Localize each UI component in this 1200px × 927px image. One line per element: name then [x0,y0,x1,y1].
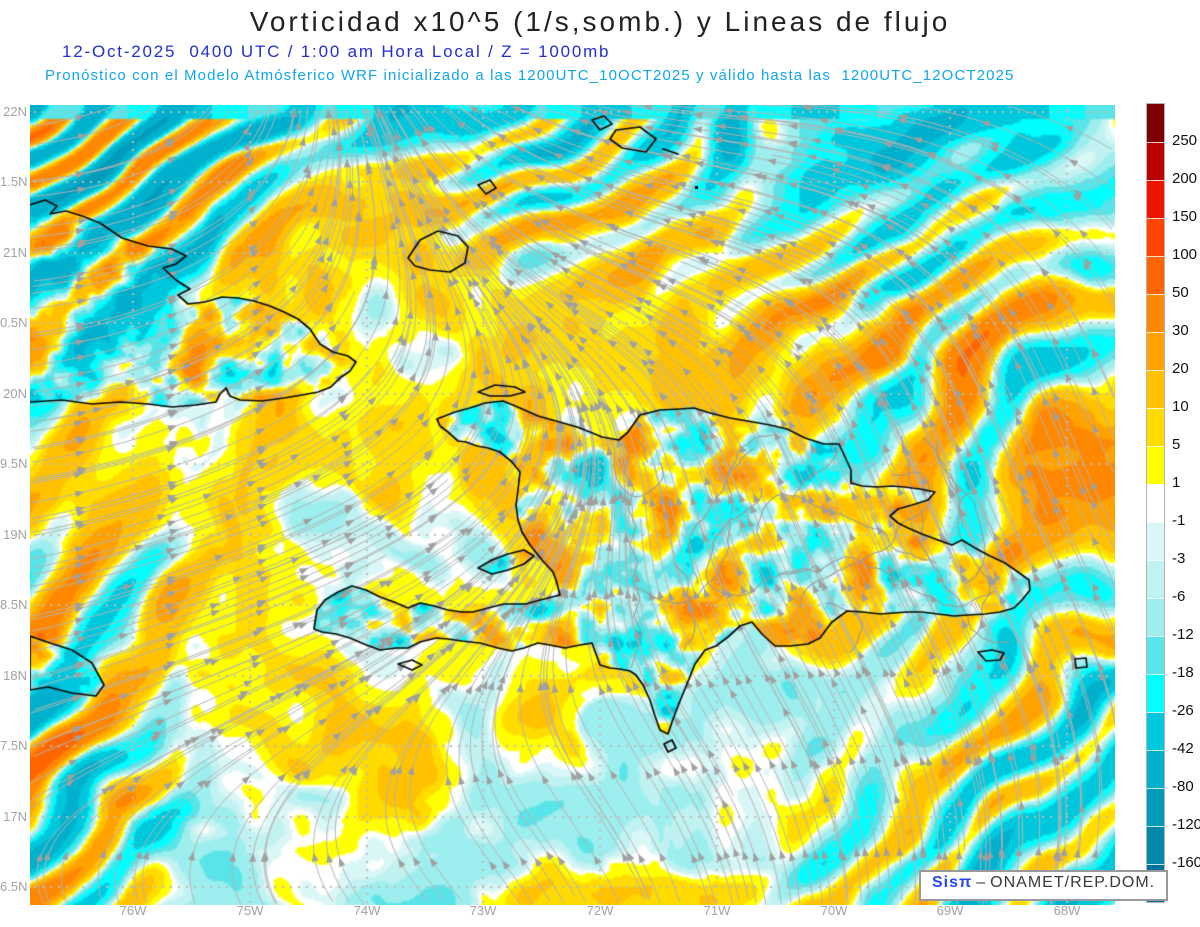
colorbar-segment [1147,674,1164,712]
colorbar-tick-label: 150 [1172,208,1198,225]
lat-tick-label: 9.5N [0,456,28,471]
lat-tick-label: 22N [3,104,27,119]
lon-tick-label: 72W [586,903,614,918]
watermark-separator: – [976,874,987,891]
lon-tick-label: 76W [119,903,147,918]
colorbar-segment [1147,180,1164,218]
lat-tick-label: 18N [3,668,27,683]
lon-tick-label: 73W [469,903,497,918]
lon-tick-label: 75W [236,903,264,918]
lat-tick-label: 17N [3,809,27,824]
colorbar-segment [1147,332,1164,370]
colorbar-tick-label: -26 [1172,702,1194,719]
vorticity-colorbar [1146,103,1165,903]
colorbar-tick-label: -1 [1172,512,1186,529]
colorbar-segment [1147,370,1164,408]
colorbar-tick-label: 1 [1172,474,1181,491]
colorbar-segment [1147,104,1164,142]
colorbar-tick-label: -160 [1172,854,1200,871]
lat-tick-label: 0.5N [0,315,28,330]
colorbar-tick-label: 30 [1172,322,1189,339]
colorbar-tick-label: -12 [1172,626,1194,643]
colorbar-segment [1147,218,1164,256]
page-title: Vorticidad x10^5 (1/s,somb.) y Lineas de… [249,6,951,37]
lon-tick-label: 71W [703,903,731,918]
colorbar-tick-label: -18 [1172,664,1194,681]
colorbar-tick-label: -80 [1172,778,1194,795]
colorbar-tick-label: -6 [1172,588,1186,605]
valid-time-line: 12-Oct-2025 0400 UTC / 1:00 am Hora Loca… [62,42,611,61]
lat-tick-label: 6.5N [0,879,28,894]
model-init-line: Pronóstico con el Modelo Atmósferico WRF… [45,67,1015,84]
watermark-organization: ONAMET/REP.DOM. [990,874,1156,891]
lat-tick-label: 21N [3,245,27,260]
lon-tick-label: 74W [353,903,381,918]
vorticity-streamline-map-canvas [30,105,1115,905]
watermark-brand: Sisπ [932,874,973,891]
colorbar-tick-label: -42 [1172,740,1194,757]
colorbar-tick-label: 100 [1172,246,1198,263]
colorbar-segment [1147,788,1164,826]
lat-tick-label: 19N [3,527,27,542]
colorbar-segment [1147,712,1164,750]
watermark: Sisπ – ONAMET/REP.DOM. [919,870,1169,901]
colorbar-tick-label: 10 [1172,398,1189,415]
colorbar-segment [1147,256,1164,294]
lat-tick-label: 20N [3,386,27,401]
colorbar-tick-label: 20 [1172,360,1189,377]
colorbar-segment [1147,484,1164,522]
colorbar-tick-label: 250 [1172,132,1198,149]
colorbar-segment [1147,408,1164,446]
lat-tick-label: 7.5N [0,738,28,753]
colorbar-segment [1147,636,1164,674]
lon-tick-label: 68W [1053,903,1081,918]
colorbar-tick-label: -3 [1172,550,1186,567]
colorbar-segment [1147,750,1164,788]
colorbar-tick-label: -120 [1172,816,1200,833]
colorbar-tick-label: 5 [1172,436,1181,453]
colorbar-segment [1147,598,1164,636]
colorbar-tick-label: 50 [1172,284,1189,301]
lon-tick-label: 69W [936,903,964,918]
colorbar-segment [1147,446,1164,484]
lat-tick-label: 1.5N [0,174,28,189]
colorbar-tick-label: 200 [1172,170,1198,187]
lat-tick-label: 8.5N [0,597,28,612]
colorbar-segment [1147,826,1164,864]
colorbar-segment [1147,522,1164,560]
colorbar-segment [1147,294,1164,332]
colorbar-segment [1147,560,1164,598]
colorbar-segment [1147,142,1164,180]
lon-tick-label: 70W [820,903,848,918]
